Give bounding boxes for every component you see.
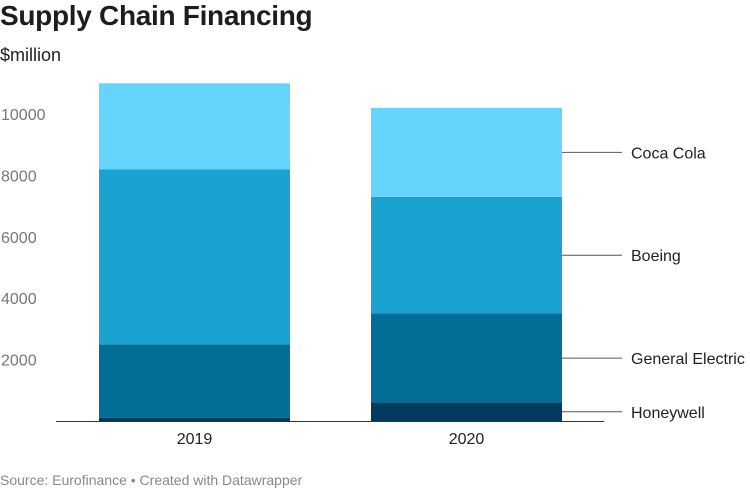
bar-segment-boeing-2020 bbox=[371, 196, 562, 314]
x-tick-label: 2020 bbox=[449, 431, 485, 448]
y-tick-label: 4000 bbox=[1, 291, 37, 308]
bar-segment-general-electric-2019 bbox=[99, 344, 290, 418]
footer-separator: • bbox=[130, 472, 136, 488]
bar-segment-honeywell-2020 bbox=[371, 402, 562, 421]
series-label: Honeywell bbox=[631, 405, 705, 422]
chart-title: Supply Chain Financing bbox=[0, 0, 313, 31]
source-text: Source: Eurofinance bbox=[0, 472, 127, 488]
y-tick-label: 10000 bbox=[1, 107, 46, 124]
bar-segment-general-electric-2020 bbox=[371, 313, 562, 403]
y-tick-label: 6000 bbox=[1, 230, 37, 247]
chart-footer: Source: Eurofinance • Created with Dataw… bbox=[0, 472, 302, 488]
bar-segment-honeywell-2019 bbox=[99, 417, 290, 421]
bar-segment-coca-cola-2020 bbox=[371, 107, 562, 197]
y-tick-label: 8000 bbox=[1, 168, 37, 185]
series-label: Boeing bbox=[631, 248, 681, 265]
credit-text: Created with Datawrapper bbox=[139, 472, 303, 488]
x-tick-label: 2019 bbox=[177, 431, 213, 448]
series-label: Coca Cola bbox=[631, 145, 706, 162]
series-label: General Electric bbox=[631, 351, 745, 368]
bar-segment-coca-cola-2019 bbox=[99, 83, 290, 170]
bar-segment-boeing-2019 bbox=[99, 169, 290, 345]
chart-subtitle: $million bbox=[0, 45, 62, 65]
chart-area: 2000 4000 6000 8000 10000 2019 2020 Honeywell Ge… bbox=[1, 83, 745, 448]
y-tick-label: 2000 bbox=[1, 353, 37, 370]
